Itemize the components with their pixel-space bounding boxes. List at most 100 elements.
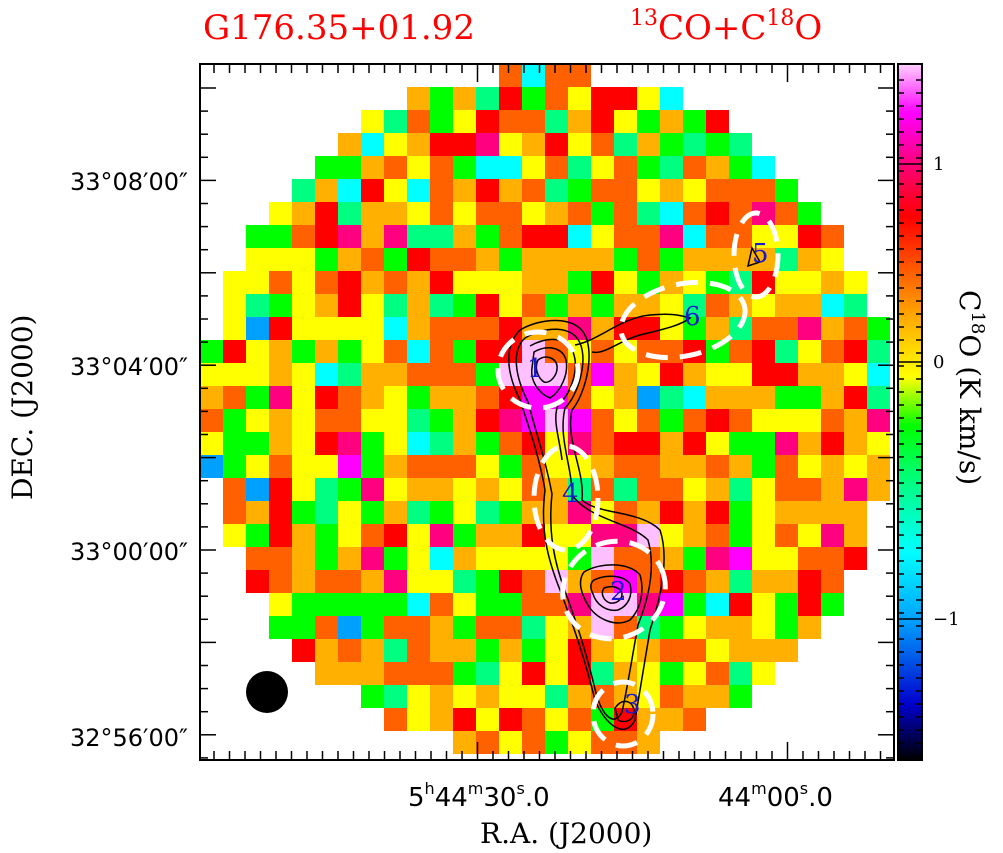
intensity-pixel <box>752 179 775 202</box>
intensity-pixel <box>522 639 545 662</box>
intensity-pixel <box>315 432 338 455</box>
intensity-pixel <box>476 708 499 731</box>
intensity-pixel <box>637 340 660 363</box>
intensity-pixel <box>568 662 591 685</box>
intensity-pixel <box>338 340 361 363</box>
intensity-pixel <box>821 547 844 570</box>
x-tick-1-minutes: 44 <box>435 783 468 813</box>
intensity-pixel <box>384 294 407 317</box>
intensity-pixel <box>637 570 660 593</box>
x-tick-1-seconds: 30 <box>483 783 516 813</box>
intensity-pixel <box>384 478 407 501</box>
intensity-pixel <box>660 202 683 225</box>
intensity-pixel <box>844 409 867 432</box>
intensity-pixel <box>476 593 499 616</box>
intensity-pixel <box>545 478 568 501</box>
intensity-pixel <box>614 156 637 179</box>
intensity-pixel <box>752 409 775 432</box>
intensity-pixel <box>407 616 430 639</box>
intensity-pixel <box>683 593 706 616</box>
intensity-pixel <box>821 317 844 340</box>
beam-marker <box>246 671 288 713</box>
intensity-pixel <box>775 501 798 524</box>
intensity-pixel <box>706 317 729 340</box>
intensity-pixel <box>361 593 384 616</box>
intensity-pixel <box>499 616 522 639</box>
intensity-pixel <box>430 708 453 731</box>
intensity-pixel <box>522 225 545 248</box>
intensity-pixel <box>269 570 292 593</box>
intensity-pixel <box>660 593 683 616</box>
intensity-pixel <box>844 340 867 363</box>
tracer-molecule-2: O <box>794 8 823 48</box>
intensity-pixel <box>821 593 844 616</box>
intensity-pixel <box>361 409 384 432</box>
intensity-pixel <box>269 202 292 225</box>
intensity-pixel <box>752 271 775 294</box>
intensity-pixel <box>752 294 775 317</box>
intensity-pixel <box>361 179 384 202</box>
intensity-pixel <box>361 685 384 708</box>
colorbar-ticks <box>898 79 922 757</box>
intensity-pixel <box>246 363 269 386</box>
intensity-pixel <box>706 133 729 156</box>
source-name: G176.35+01.92 <box>203 8 475 48</box>
intensity-pixel <box>453 248 476 271</box>
intensity-pixel <box>361 616 384 639</box>
intensity-pixel <box>729 662 752 685</box>
intensity-pixel <box>591 409 614 432</box>
intensity-pixel <box>522 662 545 685</box>
intensity-pixel <box>407 133 430 156</box>
contour-level-8 <box>601 585 623 604</box>
intensity-pixel <box>568 294 591 317</box>
intensity-pixel <box>223 340 246 363</box>
intensity-pixel <box>338 225 361 248</box>
intensity-pixel <box>315 593 338 616</box>
intensity-pixel <box>660 662 683 685</box>
intensity-pixel <box>269 501 292 524</box>
intensity-pixel <box>637 455 660 478</box>
intensity-pixel <box>614 271 637 294</box>
intensity-pixel <box>637 547 660 570</box>
intensity-pixel <box>775 547 798 570</box>
intensity-pixel <box>798 340 821 363</box>
intensity-pixel <box>775 225 798 248</box>
intensity-pixel <box>476 547 499 570</box>
intensity-pixel <box>223 294 246 317</box>
intensity-pixel <box>729 524 752 547</box>
intensity-pixel <box>246 340 269 363</box>
colorbar-label-post: O (K km/s) <box>953 334 986 485</box>
intensity-pixel <box>545 248 568 271</box>
intensity-pixel <box>384 271 407 294</box>
intensity-pixel <box>430 524 453 547</box>
intensity-pixel <box>338 432 361 455</box>
intensity-pixel <box>384 662 407 685</box>
intensity-pixel <box>568 340 591 363</box>
intensity-pixel <box>706 156 729 179</box>
intensity-pixel <box>867 363 890 386</box>
colorbar-tick-label: 0 <box>933 352 944 373</box>
intensity-pixel <box>407 202 430 225</box>
intensity-pixel <box>729 593 752 616</box>
intensity-pixel <box>338 133 361 156</box>
intensity-pixel <box>200 340 223 363</box>
intensity-pixel <box>752 547 775 570</box>
intensity-pixel <box>292 478 315 501</box>
intensity-pixel <box>476 87 499 110</box>
intensity-pixel <box>683 616 706 639</box>
y-tick-label: 33°00′00″ <box>70 538 188 566</box>
intensity-pixel <box>499 662 522 685</box>
intensity-pixel <box>660 524 683 547</box>
intensity-pixel <box>637 202 660 225</box>
intensity-pixel <box>752 593 775 616</box>
intensity-pixel <box>499 455 522 478</box>
intensity-pixel <box>499 593 522 616</box>
intensity-pixel <box>499 133 522 156</box>
intensity-pixel <box>775 524 798 547</box>
intensity-pixel <box>430 87 453 110</box>
intensity-pixel <box>568 685 591 708</box>
intensity-pixel <box>637 225 660 248</box>
intensity-pixel <box>407 271 430 294</box>
intensity-pixels <box>200 64 890 754</box>
intensity-pixel <box>545 110 568 133</box>
